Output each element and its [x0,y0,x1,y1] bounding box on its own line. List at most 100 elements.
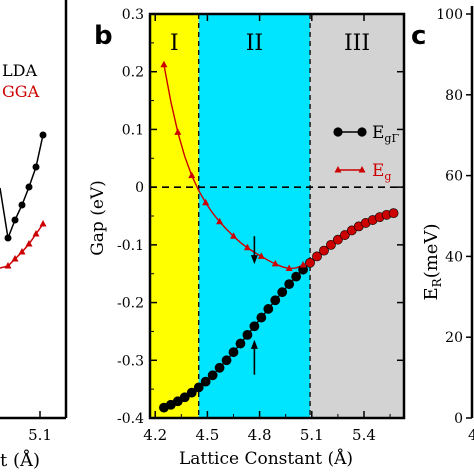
x-tick-label: 4.2 [143,426,167,444]
y-tick-label: 0 [135,180,144,196]
data-point-egG [339,230,350,240]
data-point-egG [186,387,197,398]
x-tick-label: 5.1 [300,426,324,444]
legend-marker-eg [358,166,366,173]
legend-marker-egG [333,127,343,137]
data-point-egG [179,392,190,403]
data-point-egG [200,376,211,387]
arrows-group [250,236,258,375]
data-point-egG [388,208,399,219]
panel-c-y-label: ER(meV) [421,224,444,301]
data-point-egG [326,239,336,250]
data-point-egG [312,251,322,262]
legend-label-sub: g [384,170,391,183]
panel-c-x-tick-fragment: 4 [468,426,474,444]
panel-a-x-label: t (Å) [0,449,40,471]
panel-b: b I II III 0.30.20.10-0.1-0.2-0.3-0.44.2 4.… [88,7,406,469]
y-tick-label: 0.1 [122,122,144,138]
y-axis-label: Gap (eV) [88,180,108,256]
region-label-iii: III [344,31,370,56]
y-tick-label: -0.3 [117,353,144,369]
panel-a-lda-point [25,183,33,191]
data-point-egG [291,271,302,282]
panel-a-gga-point [4,262,12,269]
legend-label-main: E [372,123,384,143]
region-label-i: I [170,31,179,56]
data-point-egG [214,362,225,373]
panel-a-x-tick-label: 5.1 [28,426,52,444]
panel-a-gga-point [11,255,19,262]
data-point-egG [332,234,343,245]
panel-c-y-label-main: E [421,287,442,300]
panel-c-y-tick-label: 40 [445,249,463,265]
data-point-eg [257,252,265,259]
panel-a-lda-point [4,234,12,242]
panel-a: LDA GGA 5.1 t (Å) [0,0,68,471]
y-tick-label: -0.2 [117,296,144,312]
panel-a-gga-point [18,248,26,255]
data-point-egG [221,355,232,366]
y-tick-label: -0.1 [117,238,144,254]
legend-label-1: Eg [372,161,391,183]
panel-c-y-label-sub: R [430,277,444,287]
panel-a-lda-point [32,163,40,171]
series-group [159,60,399,413]
region-label-ii: II [246,31,263,56]
x-tick-label: 4.5 [195,426,219,444]
legend-label-main: E [372,161,384,181]
data-point-eg [230,232,238,239]
panel-c-y-tick-label: 80 [445,88,463,104]
panel-a-lda-point [11,216,19,224]
legend-marker-eg [334,166,342,173]
panel-c-y-label-unit: (meV) [421,224,442,279]
data-point-egG [193,382,204,393]
panel-a-lda-point [39,131,47,139]
data-point-eg [188,171,196,179]
data-point-egG [305,257,315,268]
data-point-egG [242,329,253,340]
panel-c-y-ticks: 100 80 60 40 20 0 [436,7,472,427]
data-point-eg [285,264,293,272]
legend-label-0: EgΓ [372,123,399,145]
panel-a-legend-gga: GGA [2,82,40,101]
panel-c: c 100 80 60 40 20 0 ER(meV) 4 [411,6,474,444]
data-point-egG [228,347,239,358]
panel-c-y-tick-label: 60 [445,169,463,185]
arrow-head-down [250,255,258,265]
data-point-eg [202,198,210,206]
panel-a-lda-line [0,134,44,241]
data-point-egG [207,370,218,381]
data-point-eg [243,243,251,251]
y-tick-label: 0.2 [122,65,144,81]
panel-a-gga-point [25,240,33,247]
axes-group: 0.3 0.2 0.1 0 -0.1 -0.2 -0.3 -0.44.2 4.5 4.8 5.1 5.… [117,7,406,444]
legend-marker-egG [357,127,367,137]
region-i [150,14,199,418]
region-shading: I II III [150,14,404,418]
panel-a-lda-point [18,201,26,209]
data-point-eg [160,60,168,68]
y-tick-label: -0.4 [117,411,144,427]
data-point-eg [271,259,279,267]
data-point-eg [216,217,224,225]
data-point-egG [319,245,329,256]
y-tick-label: 0.3 [122,7,144,23]
x-tick-label: 4.8 [248,426,272,444]
panel-a-legend-lda: LDA [2,61,37,80]
x-axis-label: Lattice Constant (Å) [179,448,353,469]
data-point-eg [174,128,182,135]
data-point-egG [235,338,246,349]
data-point-eg [299,261,307,268]
legend-label-sub: gΓ [384,132,399,145]
data-point-egG [249,321,260,332]
panel-a-gga-point [32,230,40,237]
data-point-egG [270,295,281,306]
data-point-egG [284,279,295,290]
data-point-egG [277,287,288,298]
panel-label-b: b [94,21,113,51]
panel-c-y-tick-label: 20 [445,330,463,346]
data-point-egG [256,312,267,323]
x-tick-label: 5.4 [352,426,376,444]
